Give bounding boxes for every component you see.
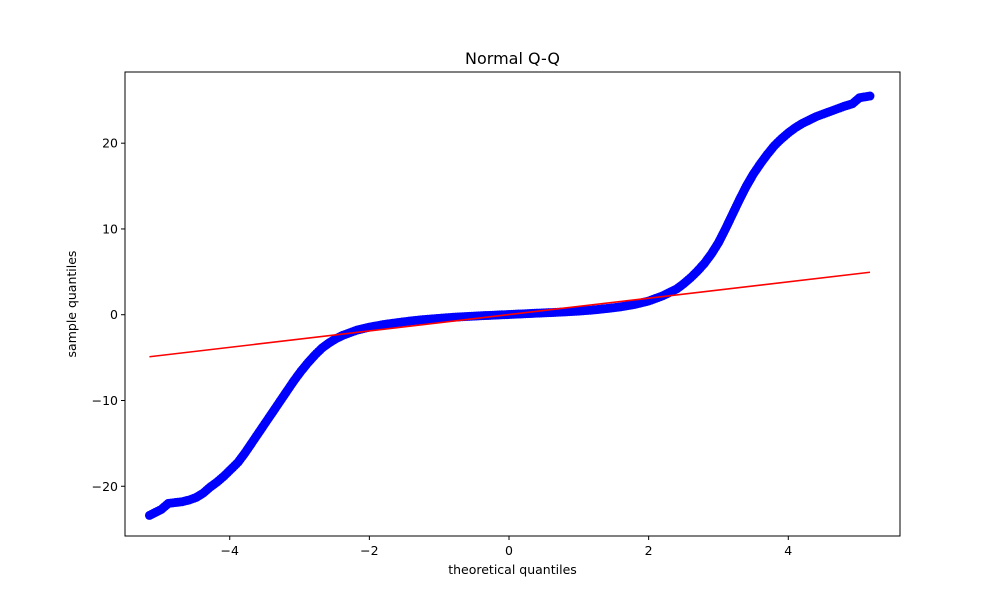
x-tick-label: −2 xyxy=(360,543,378,558)
y-axis: −20 −10 0 10 20 xyxy=(92,136,125,494)
x-tick-label: 2 xyxy=(645,543,653,558)
axes-frame xyxy=(124,71,901,537)
x-tick-label: 0 xyxy=(505,543,513,558)
x-tick-label: −4 xyxy=(221,543,239,558)
reference-line xyxy=(149,271,871,358)
x-axis-label: theoretical quantiles xyxy=(448,562,577,577)
x-axis: −4 −2 0 2 4 xyxy=(221,536,792,558)
y-tick-label: 20 xyxy=(102,136,118,151)
qq-point xyxy=(865,91,875,101)
x-tick-label: 4 xyxy=(784,543,792,558)
y-tick-label: −20 xyxy=(92,479,118,494)
y-tick-label: 10 xyxy=(102,221,118,236)
y-tick-label: 0 xyxy=(110,307,118,322)
chart-title: Normal Q-Q xyxy=(465,49,560,68)
y-axis-label: sample quantiles xyxy=(64,251,79,358)
plot-area xyxy=(144,91,875,520)
y-tick-label: −10 xyxy=(92,393,118,408)
